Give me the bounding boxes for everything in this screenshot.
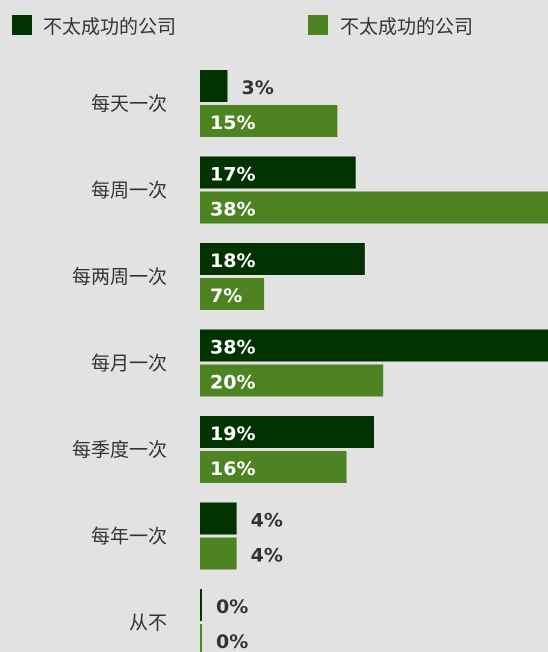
bar-series-2 <box>200 537 237 570</box>
category-group: 每周一次 17% 38% <box>91 156 548 224</box>
category-group: 每季度一次 19% 16% <box>72 416 374 483</box>
data-label-series-1: 17% <box>210 164 255 186</box>
data-label-series-2: 4% <box>251 545 283 567</box>
category-label: 从不 <box>129 612 167 634</box>
plot-area: 每天一次3%15%每周一次17%38%每两周一次18%7%每月一次38%20%每… <box>72 70 548 652</box>
category-group: 每两周一次 18% 7% <box>72 243 365 310</box>
category-label: 每天一次 <box>91 93 167 115</box>
bar-series-1 <box>200 70 228 102</box>
legend-label-series-2: 不太成功的公司 <box>340 16 473 38</box>
bar-series-1 <box>200 243 365 275</box>
category-group: 每年一次 4% 4% <box>91 502 283 570</box>
data-label-series-1: 0% <box>216 596 248 618</box>
data-label-series-1: 38% <box>210 337 255 359</box>
bar-series-2 <box>200 451 347 483</box>
data-label-series-2: 15% <box>210 112 255 134</box>
data-label-series-1: 4% <box>251 510 283 532</box>
bar-series-1 <box>200 416 374 448</box>
bar-series-2 <box>200 624 202 652</box>
legend-label-series-1: 不太成功的公司 <box>43 16 176 38</box>
data-label-series-1: 18% <box>210 250 255 272</box>
data-label-series-2: 7% <box>210 285 242 307</box>
category-group: 每天一次 3% 15% <box>91 70 338 137</box>
bar-series-2 <box>200 364 384 397</box>
category-label: 每两周一次 <box>72 266 167 288</box>
data-label-series-2: 0% <box>216 631 248 652</box>
data-label-series-1: 3% <box>241 77 273 99</box>
category-group: 从不 0% 0% <box>129 589 248 652</box>
legend: 不太成功的公司 不太成功的公司 <box>12 15 473 38</box>
bar-series-1 <box>200 156 356 189</box>
legend-swatch-series-2 <box>308 15 328 35</box>
data-label-series-2: 38% <box>210 199 255 221</box>
bar-series-1 <box>200 502 237 535</box>
bar-series-1 <box>200 329 548 362</box>
bar-series-2 <box>200 278 265 310</box>
bar-series-2 <box>200 191 548 224</box>
bar-series-2 <box>200 105 338 137</box>
category-label: 每月一次 <box>91 353 167 375</box>
data-label-series-2: 20% <box>210 372 255 394</box>
data-label-series-2: 16% <box>210 458 255 480</box>
bar-series-1 <box>200 589 202 621</box>
data-label-series-1: 19% <box>210 423 255 445</box>
category-group: 每月一次 38% 20% <box>91 329 548 397</box>
category-label: 每年一次 <box>91 526 167 548</box>
legend-swatch-series-1 <box>12 15 32 35</box>
category-label: 每季度一次 <box>72 439 167 461</box>
category-label: 每周一次 <box>91 180 167 202</box>
